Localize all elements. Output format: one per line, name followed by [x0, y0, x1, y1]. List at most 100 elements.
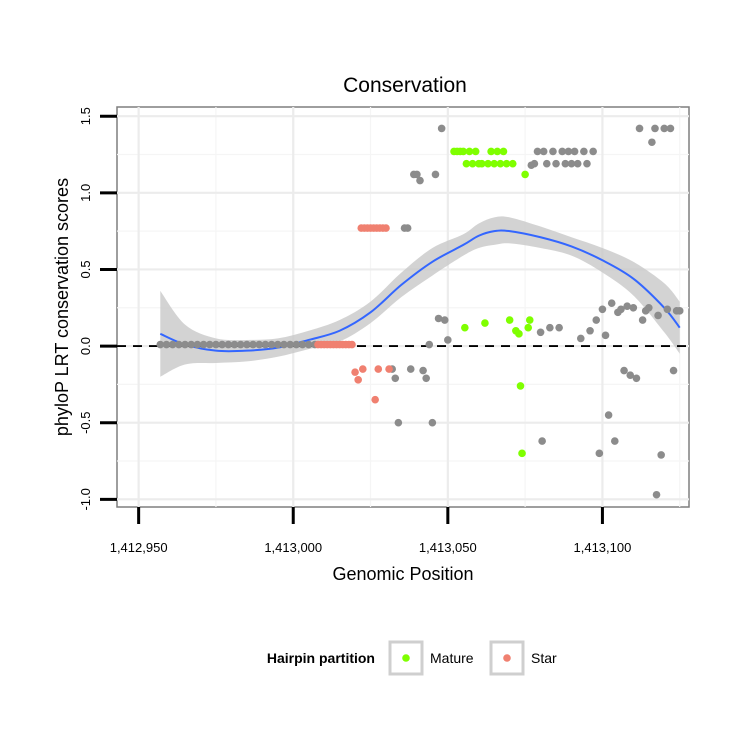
y-tick-label: -1.0: [78, 488, 93, 510]
point-other: [261, 340, 270, 349]
point-other: [595, 449, 604, 458]
point-star: [371, 395, 379, 404]
point-other: [675, 307, 684, 315]
point-other: [580, 147, 588, 156]
point-other: [623, 302, 631, 311]
point-other: [304, 340, 313, 349]
point-other: [652, 490, 661, 499]
point-other: [403, 224, 412, 232]
y-tick-label: 1.5: [78, 107, 93, 125]
point-other: [292, 340, 301, 349]
point-mature: [484, 159, 492, 168]
legend-swatch-star: [503, 654, 511, 662]
point-other: [607, 299, 616, 307]
point-other: [437, 124, 446, 133]
legend-swatch-mature: [402, 654, 410, 662]
chart-title: Conservation: [343, 74, 467, 97]
point-other: [187, 340, 196, 349]
point-other: [230, 340, 239, 349]
point-mature: [525, 316, 534, 324]
point-mature: [471, 147, 480, 156]
point-other: [212, 340, 220, 349]
point-star: [385, 365, 393, 373]
point-star: [374, 365, 383, 373]
point-other: [425, 340, 434, 349]
legend-label-mature: Mature: [430, 650, 474, 666]
x-tick-label: 1,413,000: [264, 540, 322, 555]
point-other: [406, 365, 415, 373]
point-mature: [518, 449, 526, 458]
point-mature: [516, 382, 525, 390]
point-other: [601, 331, 610, 340]
legend: Hairpin partition Mature Star: [267, 640, 557, 676]
point-mature: [461, 323, 469, 332]
point-other: [620, 366, 628, 375]
point-other: [218, 340, 226, 349]
y-tick-label: -0.5: [78, 412, 93, 434]
smooth-trend-line: [159, 229, 681, 353]
point-other: [654, 311, 662, 320]
point-mature: [496, 159, 505, 168]
point-other: [573, 159, 582, 168]
point-other: [666, 124, 675, 133]
point-other: [651, 124, 659, 133]
x-axis-title: Genomic Position: [332, 564, 473, 584]
point-other: [629, 303, 638, 312]
point-other: [598, 305, 607, 314]
point-other: [162, 340, 171, 349]
point-star: [351, 368, 359, 376]
point-other: [156, 340, 165, 349]
confidence-ribbon: [160, 216, 680, 377]
point-other: [663, 305, 672, 314]
point-other: [610, 437, 619, 445]
point-other: [431, 170, 440, 179]
point-other: [273, 340, 282, 349]
point-other: [434, 314, 443, 323]
point-other: [604, 411, 613, 419]
point-other: [168, 340, 177, 349]
point-other: [224, 340, 233, 349]
point-other: [181, 340, 189, 349]
point-other: [626, 371, 635, 379]
point-other: [538, 437, 546, 445]
point-star: [382, 224, 390, 232]
point-mature: [524, 323, 533, 332]
point-star: [354, 375, 362, 384]
point-other: [533, 147, 542, 156]
point-other: [660, 124, 669, 133]
point-other: [422, 374, 430, 383]
point-other: [564, 147, 573, 156]
point-mature: [515, 330, 523, 338]
point-mature: [502, 159, 511, 168]
point-other: [632, 374, 641, 383]
y-tick-label: 1.0: [78, 184, 93, 202]
point-other: [552, 159, 560, 168]
point-other: [536, 328, 545, 337]
point-mature: [499, 147, 508, 156]
point-other: [583, 159, 591, 168]
point-other: [391, 374, 400, 383]
point-mature: [493, 147, 502, 156]
x-tick-label: 1,413,050: [419, 540, 477, 555]
point-mature: [468, 159, 477, 168]
point-other: [419, 366, 427, 375]
point-other: [561, 159, 570, 168]
point-other: [416, 176, 424, 185]
point-other: [199, 340, 208, 349]
x-tick-label: 1,413,100: [574, 540, 632, 555]
point-other: [617, 305, 625, 314]
point-star: [348, 340, 356, 349]
point-other: [570, 147, 579, 156]
point-other: [298, 340, 307, 349]
legend-label-star: Star: [531, 650, 557, 666]
point-other: [175, 340, 183, 349]
point-other: [558, 147, 567, 156]
point-other: [440, 316, 449, 324]
point-other: [255, 340, 264, 349]
point-other: [205, 340, 214, 349]
point-mature: [481, 319, 489, 327]
point-star: [359, 365, 367, 373]
point-other: [267, 340, 276, 349]
point-other: [586, 326, 594, 335]
point-mature: [521, 170, 529, 179]
